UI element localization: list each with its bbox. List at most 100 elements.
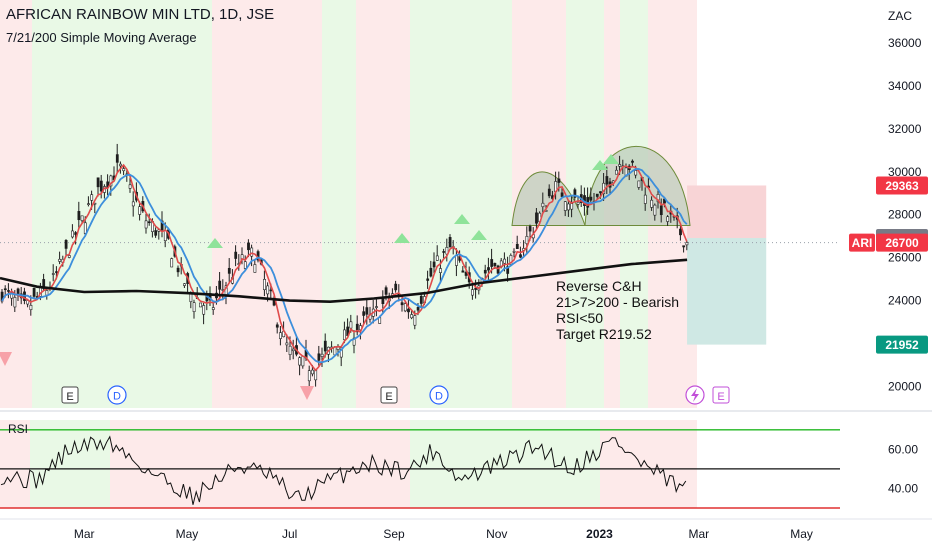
candle-body bbox=[227, 267, 231, 274]
candle-body bbox=[83, 222, 87, 234]
dividend-marker-icon bbox=[107, 385, 127, 405]
candle-body bbox=[96, 177, 100, 188]
candle-body bbox=[64, 240, 68, 249]
rsi-green-band bbox=[30, 420, 110, 508]
candle-body bbox=[439, 268, 442, 273]
candle-body bbox=[432, 261, 436, 268]
candle-body bbox=[247, 242, 250, 251]
candle-body bbox=[218, 280, 222, 290]
candle-body bbox=[301, 356, 305, 367]
price-tick-label: 20000 bbox=[888, 380, 922, 394]
last-price-label: 26700 bbox=[885, 236, 919, 250]
annotation-line2: 21>7>200 - Bearish bbox=[556, 294, 679, 310]
candle-body bbox=[656, 194, 660, 203]
handle-shape bbox=[511, 171, 586, 226]
sma-21-line bbox=[1, 168, 688, 364]
price-axis-ticks: 3600034000320003000028000260002400022000… bbox=[888, 36, 922, 394]
candle-body bbox=[202, 305, 206, 315]
rsi-green-band bbox=[520, 420, 600, 508]
candle-body bbox=[317, 353, 321, 361]
candle-body bbox=[493, 262, 497, 267]
earnings-marker-icon bbox=[380, 386, 398, 404]
candle-body bbox=[589, 196, 593, 201]
candle-body bbox=[659, 205, 663, 216]
rsi-tick-label: 60.00 bbox=[888, 442, 918, 456]
candle-body bbox=[320, 353, 324, 357]
candle-body bbox=[7, 290, 10, 292]
candle-body bbox=[99, 180, 103, 192]
candle-body bbox=[483, 269, 487, 274]
sma-200-line bbox=[0, 258, 688, 304]
candle-body bbox=[243, 261, 247, 269]
candle-body bbox=[234, 251, 238, 259]
rsi-red-band bbox=[0, 420, 30, 508]
candle-body bbox=[314, 369, 318, 381]
time-tick-label: Mar bbox=[74, 527, 95, 541]
candle-body bbox=[67, 255, 71, 258]
candle-body bbox=[685, 242, 689, 246]
candle-body bbox=[355, 323, 359, 333]
candle-body bbox=[32, 288, 36, 297]
price-tick-label: 30000 bbox=[888, 165, 922, 179]
price-tick-label: 28000 bbox=[888, 208, 922, 222]
candle-body bbox=[567, 203, 570, 211]
rsi-green-band bbox=[410, 420, 520, 508]
stop-price-label-bg bbox=[876, 176, 928, 195]
candle-body bbox=[535, 212, 538, 224]
time-tick-label: Jul bbox=[282, 527, 297, 541]
candle-body bbox=[29, 305, 33, 311]
candle-body bbox=[58, 258, 62, 262]
background-bands bbox=[0, 0, 697, 408]
candle-body bbox=[490, 259, 494, 267]
candle-body bbox=[307, 370, 311, 382]
candle-body bbox=[410, 314, 414, 319]
candle-body bbox=[263, 279, 266, 291]
candle-body bbox=[615, 169, 618, 175]
annotation-text: Reverse C&H21>7>200 - BearishRSI<50Targe… bbox=[556, 278, 679, 342]
candle-body bbox=[541, 202, 545, 208]
rsi-label: RSI bbox=[8, 422, 28, 436]
candle-body bbox=[183, 283, 186, 286]
time-tick-label: Mar bbox=[689, 527, 710, 541]
earnings-marker-icon bbox=[61, 386, 79, 404]
symbol-label: ARI bbox=[852, 236, 873, 250]
rsi-red-band bbox=[600, 420, 650, 508]
rsi-red-band bbox=[650, 420, 697, 508]
candle-body bbox=[199, 302, 202, 308]
target-price-label: 21952 bbox=[885, 338, 919, 352]
candle-body bbox=[666, 216, 670, 222]
candle-body bbox=[269, 289, 273, 292]
candle-body bbox=[349, 321, 353, 329]
candle-body bbox=[10, 292, 14, 299]
candle-body bbox=[266, 285, 270, 295]
stop-price-label: 29363 bbox=[885, 179, 919, 193]
candle-body bbox=[109, 175, 113, 187]
event-markers: E E ED D bbox=[61, 385, 730, 405]
candle-body bbox=[525, 236, 529, 244]
time-tick-label: Nov bbox=[486, 527, 507, 541]
green-band bbox=[410, 0, 512, 408]
candle-body bbox=[298, 357, 302, 366]
candle-body bbox=[131, 201, 135, 207]
candle-body bbox=[384, 287, 388, 295]
candle-body bbox=[250, 247, 254, 257]
sell-signal-arrow-icon bbox=[300, 386, 314, 400]
candle-body bbox=[176, 267, 180, 273]
annotation-line3: RSI<50 bbox=[556, 310, 603, 326]
price-tick-label: 32000 bbox=[888, 122, 922, 136]
candle-body bbox=[570, 203, 574, 210]
candle-body bbox=[474, 287, 478, 290]
buy-signal-arrow-icon bbox=[207, 238, 223, 248]
target-price-label-bg bbox=[876, 335, 928, 354]
candle-body bbox=[631, 160, 634, 163]
candle-body bbox=[506, 266, 510, 274]
buy-signal-arrow-icon bbox=[592, 160, 608, 170]
candle-body bbox=[435, 255, 439, 261]
time-tick-label: Sep bbox=[383, 527, 405, 541]
candle-body bbox=[560, 192, 564, 197]
short-stop-zone bbox=[687, 185, 767, 239]
candle-body bbox=[3, 288, 7, 291]
candle-body bbox=[163, 230, 167, 242]
